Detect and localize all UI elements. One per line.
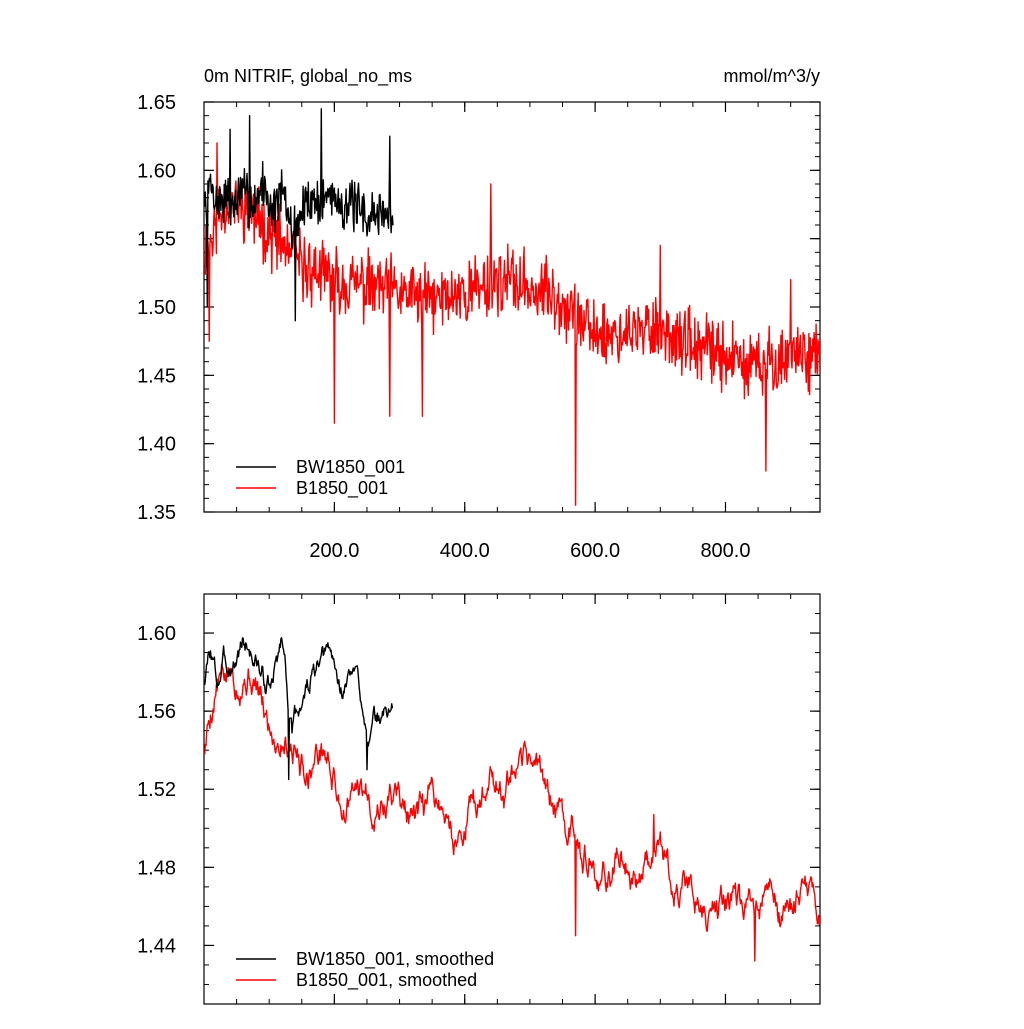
y-tick-label: 1.50 <box>137 297 176 319</box>
legend-label: BW1850_001, smoothed <box>296 949 494 970</box>
y-tick-label: 1.60 <box>137 623 176 645</box>
plot-frame <box>203 593 821 1005</box>
x-tick-label: 200.0 <box>309 540 359 562</box>
x-tick-label: 400.0 <box>440 540 490 562</box>
legend-label: B1850_001, smoothed <box>296 970 477 991</box>
legend-label: B1850_001 <box>296 478 388 499</box>
y-tick-label: 1.65 <box>137 92 176 114</box>
series-line-b1850-001 <box>204 142 820 506</box>
y-tick-label: 1.44 <box>137 935 176 957</box>
chart-title: 0m NITRIF, global_no_ms <box>204 66 412 87</box>
chart-units: mmol/m^3/y <box>724 66 820 86</box>
y-tick-label: 1.55 <box>137 229 176 251</box>
y-tick-label: 1.56 <box>137 701 176 723</box>
x-tick-label: 600.0 <box>570 540 620 562</box>
y-tick-label: 1.40 <box>137 434 176 456</box>
y-tick-label: 1.52 <box>137 779 176 801</box>
series-line-bw1850-001-smoothed <box>204 637 394 781</box>
panel-2: 1.44 1.48 1.52 1.56 1.60 BW1850_001, smoothed… <box>137 593 821 1005</box>
panels: 1.35 1.40 1.45 1.50 1.55 1.60 1.65 200.0 400.0 60… <box>137 92 821 1005</box>
panel-1: 1.35 1.40 1.45 1.50 1.55 1.60 1.65 200.0 400.0 60… <box>137 92 821 562</box>
plot-frame <box>203 101 821 513</box>
y-tick-label: 1.48 <box>137 857 176 879</box>
legend-label: BW1850_001 <box>296 457 405 478</box>
y-tick-label: 1.60 <box>137 160 176 182</box>
y-tick-label: 1.35 <box>137 502 176 524</box>
series-line-b1850-001-smoothed <box>204 663 820 962</box>
y-tick-label: 1.45 <box>137 365 176 387</box>
x-tick-label: 800.0 <box>700 540 750 562</box>
series-line-bw1850-001 <box>204 108 394 322</box>
